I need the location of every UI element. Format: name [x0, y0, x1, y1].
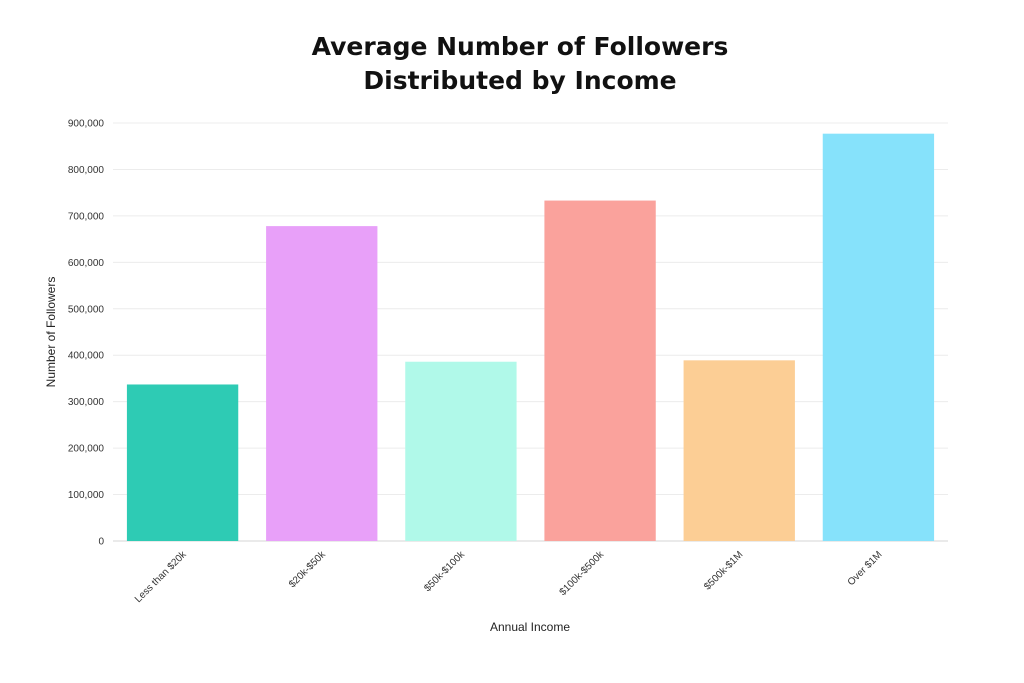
y-tick-label: 500,000: [68, 304, 105, 315]
y-tick-label: 400,000: [68, 351, 105, 362]
bar[interactable]: [126, 384, 239, 541]
bar[interactable]: [544, 200, 656, 541]
chart-title-line-2: Distributed by Income: [363, 66, 677, 95]
y-tick-label: 0: [98, 537, 104, 548]
x-tick-label: Over $1M: [846, 549, 885, 588]
x-axis-label: Annual Income: [490, 620, 570, 634]
chart-title-line-1: Average Number of Followers: [311, 32, 729, 61]
y-tick-label: 100,000: [68, 490, 105, 501]
grid-lines: [113, 122, 948, 542]
x-axis-ticks: Less than $20k $20k-$50k $50k-$100k $100k-$…: [133, 549, 885, 605]
y-tick-label: 300,000: [68, 397, 105, 408]
bar[interactable]: [822, 133, 935, 541]
y-tick-label: 200,000: [68, 444, 105, 455]
bar[interactable]: [683, 360, 795, 541]
x-tick-label: $500k-$1M: [702, 549, 745, 592]
y-tick-label: 600,000: [68, 258, 105, 269]
x-tick-label: $100k-$500k: [558, 549, 607, 598]
bar[interactable]: [266, 226, 378, 541]
y-tick-label: 700,000: [68, 211, 105, 222]
bar[interactable]: [405, 361, 517, 541]
x-tick-label: $50k-$100k: [422, 549, 467, 594]
chart-title: Average Number of Followers Distributed …: [0, 30, 1024, 98]
bars: [126, 133, 935, 541]
y-tick-label: 800,000: [68, 165, 105, 176]
x-tick-label: Less than $20k: [133, 549, 189, 605]
x-tick-label: $20k-$50k: [287, 549, 329, 591]
y-tick-label: 900,000: [68, 119, 105, 130]
y-axis-label: Number of Followers: [44, 277, 58, 388]
y-axis-ticks: 0 100,000 200,000 300,000 400,000 500,000 600,…: [68, 119, 105, 548]
